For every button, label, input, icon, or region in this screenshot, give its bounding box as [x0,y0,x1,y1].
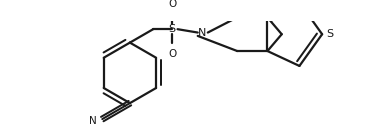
Text: O: O [168,49,177,59]
Text: S: S [168,24,175,34]
Text: O: O [168,0,177,9]
Text: N: N [198,28,206,38]
Text: S: S [326,29,333,39]
Text: N: N [89,116,96,126]
